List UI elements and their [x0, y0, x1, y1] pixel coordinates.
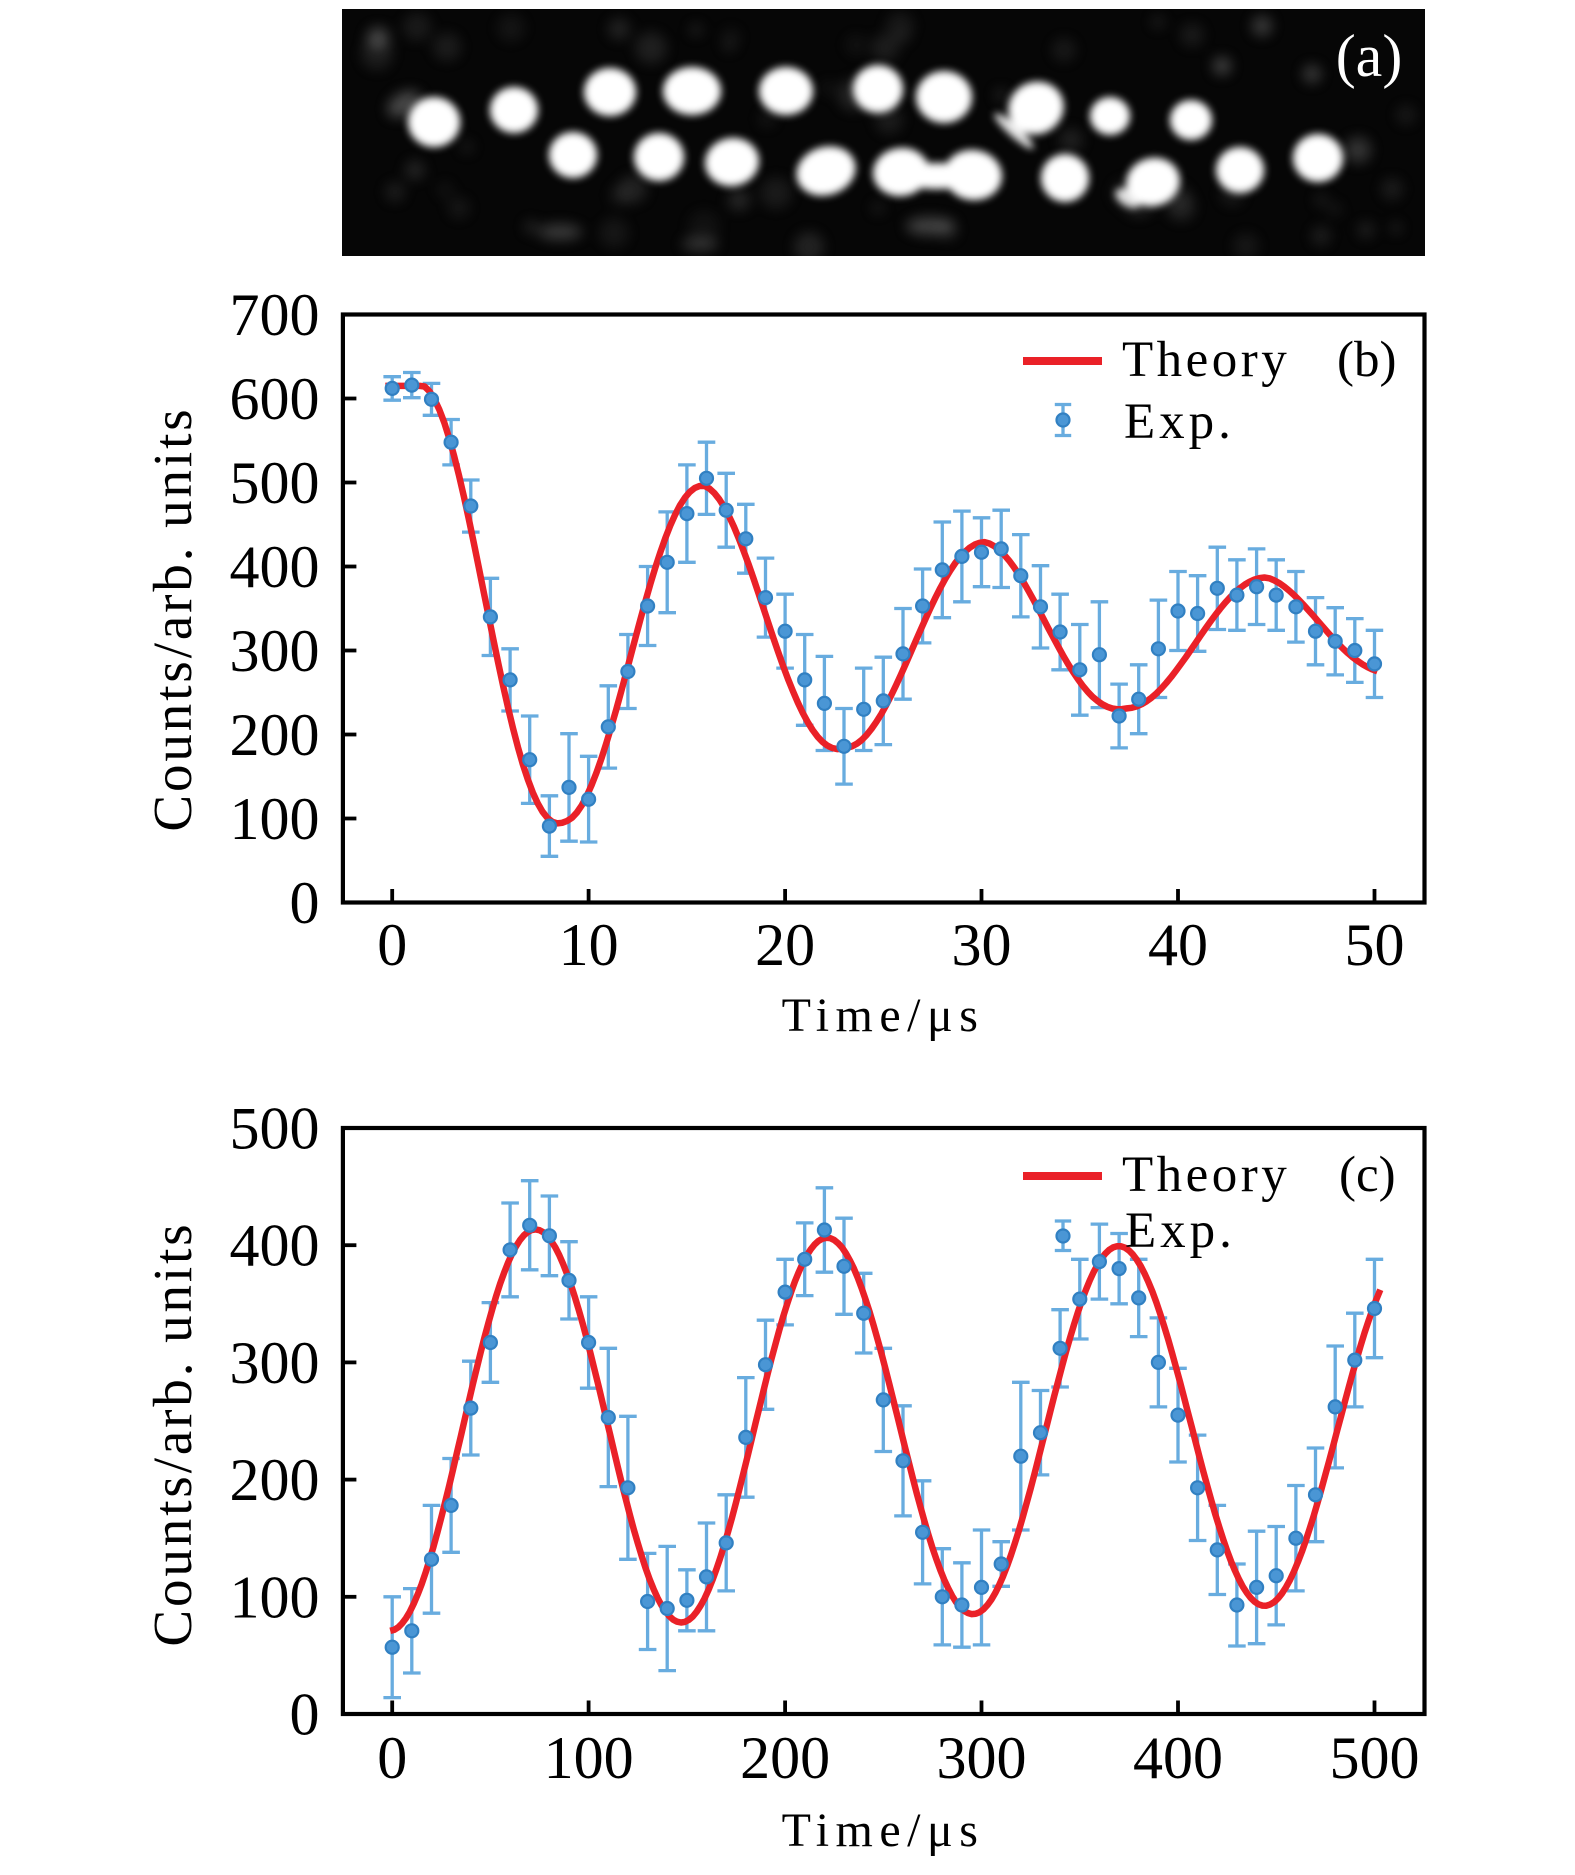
svg-text:50: 50 [1345, 912, 1405, 978]
svg-text:Theory: Theory [1122, 332, 1290, 388]
svg-text:0: 0 [290, 870, 320, 936]
svg-text:200: 200 [230, 702, 320, 768]
svg-text:30: 30 [952, 912, 1012, 978]
svg-text:0: 0 [290, 1682, 320, 1748]
svg-text:200: 200 [230, 1447, 320, 1513]
svg-text:700: 700 [230, 282, 320, 348]
svg-text:Time/μs: Time/μs [782, 1804, 985, 1857]
svg-text:300: 300 [230, 1330, 320, 1396]
svg-text:300: 300 [937, 1725, 1027, 1791]
svg-text:Counts/arb. units: Counts/arb. units [142, 406, 203, 831]
svg-text:100: 100 [544, 1725, 634, 1791]
svg-text:40: 40 [1148, 912, 1208, 978]
svg-text:20: 20 [755, 912, 815, 978]
svg-text:Time/μs: Time/μs [782, 989, 985, 1042]
svg-text:Counts/arb. units: Counts/arb. units [142, 1221, 203, 1646]
svg-text:400: 400 [230, 534, 320, 600]
svg-text:(b): (b) [1337, 332, 1396, 388]
svg-text:0: 0 [377, 912, 407, 978]
svg-text:500: 500 [1330, 1725, 1420, 1791]
svg-text:(c): (c) [1339, 1147, 1396, 1203]
svg-text:Exp.: Exp. [1124, 394, 1235, 450]
svg-text:500: 500 [230, 450, 320, 516]
svg-text:200: 200 [740, 1725, 830, 1791]
svg-text:Theory: Theory [1122, 1147, 1290, 1203]
svg-text:100: 100 [230, 786, 320, 852]
svg-text:400: 400 [230, 1213, 320, 1279]
svg-text:(a): (a) [1336, 23, 1403, 89]
svg-text:Exp.: Exp. [1125, 1203, 1236, 1259]
svg-text:100: 100 [230, 1564, 320, 1630]
svg-text:600: 600 [230, 366, 320, 432]
svg-text:300: 300 [230, 618, 320, 684]
svg-text:0: 0 [377, 1725, 407, 1791]
svg-text:500: 500 [230, 1096, 320, 1162]
svg-text:400: 400 [1133, 1725, 1223, 1791]
svg-text:10: 10 [559, 912, 619, 978]
